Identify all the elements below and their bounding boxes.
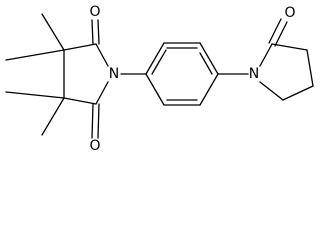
bond bbox=[145, 42, 165, 75]
bond bbox=[41, 97, 65, 136]
molecule-diagram: O O N N O bbox=[5, 4, 314, 154]
bond bbox=[199, 73, 219, 106]
bond bbox=[199, 42, 219, 75]
atom-label: O bbox=[89, 138, 100, 154]
atom-label: O bbox=[89, 4, 100, 20]
bond bbox=[63, 43, 97, 51]
bond bbox=[5, 91, 65, 99]
bond bbox=[259, 81, 284, 101]
bond bbox=[199, 52, 213, 75]
bond bbox=[5, 49, 65, 61]
bond bbox=[274, 21, 288, 47]
bond bbox=[306, 49, 314, 87]
bond bbox=[151, 49, 167, 75]
bond bbox=[268, 18, 282, 44]
bond bbox=[271, 43, 308, 51]
bond bbox=[282, 85, 314, 101]
bond bbox=[91, 19, 94, 45]
bonds bbox=[5, 13, 314, 139]
bond bbox=[95, 43, 109, 67]
atom-label: N bbox=[249, 66, 259, 82]
bond bbox=[41, 13, 65, 51]
bond bbox=[259, 43, 273, 67]
atom-label: N bbox=[109, 66, 119, 82]
bond bbox=[97, 103, 100, 139]
bond bbox=[97, 19, 100, 45]
bond bbox=[95, 81, 109, 105]
atom-label: O bbox=[284, 5, 295, 21]
bond bbox=[91, 103, 94, 139]
bond bbox=[145, 73, 165, 106]
bond bbox=[63, 97, 97, 105]
